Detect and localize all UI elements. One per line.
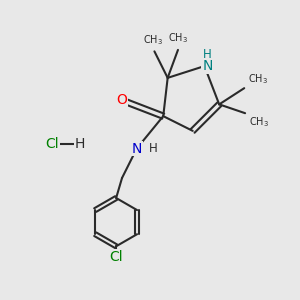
Text: O: O bbox=[116, 93, 127, 107]
Text: CH$_3$: CH$_3$ bbox=[249, 116, 268, 129]
Text: N: N bbox=[202, 59, 213, 73]
Text: N: N bbox=[132, 142, 142, 155]
Text: Cl: Cl bbox=[109, 250, 123, 264]
Text: Cl: Cl bbox=[45, 137, 59, 151]
Text: H: H bbox=[203, 48, 212, 62]
Text: CH$_3$: CH$_3$ bbox=[248, 72, 268, 86]
Text: H: H bbox=[75, 137, 86, 151]
Text: CH$_3$: CH$_3$ bbox=[168, 32, 188, 46]
Text: H: H bbox=[149, 142, 158, 155]
Text: CH$_3$: CH$_3$ bbox=[143, 33, 163, 47]
